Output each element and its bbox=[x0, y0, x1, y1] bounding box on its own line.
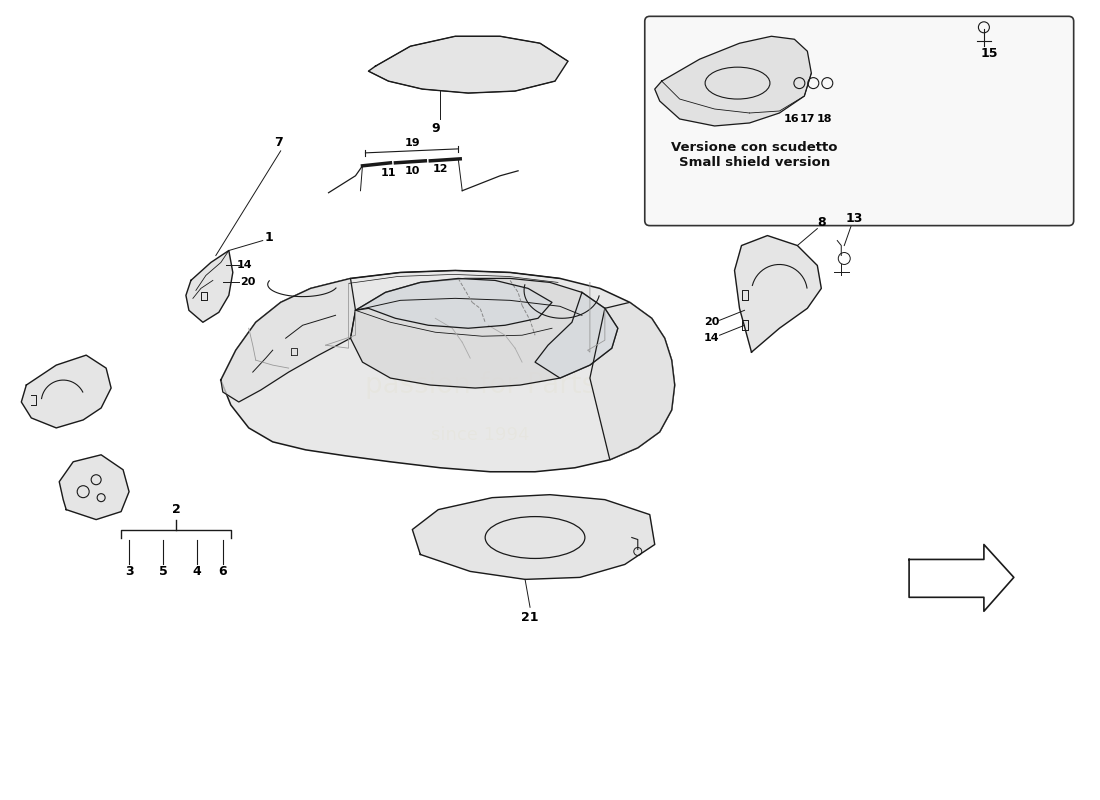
Text: 20: 20 bbox=[704, 318, 719, 327]
FancyBboxPatch shape bbox=[645, 16, 1074, 226]
Text: 9: 9 bbox=[431, 122, 440, 135]
Text: 19: 19 bbox=[405, 138, 420, 148]
Polygon shape bbox=[59, 455, 129, 519]
Text: 15: 15 bbox=[980, 46, 998, 60]
Polygon shape bbox=[590, 302, 674, 460]
Text: 10: 10 bbox=[405, 166, 420, 176]
Text: 16: 16 bbox=[783, 114, 800, 124]
Text: 6: 6 bbox=[219, 565, 227, 578]
Text: 13: 13 bbox=[846, 212, 862, 225]
Text: 14: 14 bbox=[236, 261, 253, 270]
Polygon shape bbox=[535, 292, 618, 378]
Text: since 1994: since 1994 bbox=[431, 426, 529, 444]
Text: 5: 5 bbox=[158, 565, 167, 578]
Polygon shape bbox=[355, 278, 552, 328]
Polygon shape bbox=[368, 36, 568, 93]
Text: 4: 4 bbox=[192, 565, 201, 578]
Text: 8: 8 bbox=[817, 216, 826, 229]
Text: Versione con scudetto
Small shield version: Versione con scudetto Small shield versi… bbox=[671, 141, 838, 169]
Polygon shape bbox=[186, 250, 233, 322]
Polygon shape bbox=[735, 235, 822, 352]
Text: 14: 14 bbox=[704, 334, 719, 343]
Polygon shape bbox=[221, 278, 355, 402]
Polygon shape bbox=[909, 545, 1014, 611]
Polygon shape bbox=[412, 494, 654, 579]
Text: 3: 3 bbox=[124, 565, 133, 578]
Text: 18: 18 bbox=[816, 114, 832, 124]
Text: 2: 2 bbox=[172, 503, 180, 516]
Text: 11: 11 bbox=[381, 168, 396, 178]
Polygon shape bbox=[654, 36, 812, 126]
Text: passion for Parts: passion for Parts bbox=[364, 371, 596, 399]
Text: 12: 12 bbox=[432, 164, 448, 174]
Text: 7: 7 bbox=[274, 136, 283, 150]
Polygon shape bbox=[221, 270, 674, 472]
Text: 20: 20 bbox=[240, 278, 255, 287]
Text: 17: 17 bbox=[800, 114, 815, 124]
Text: 21: 21 bbox=[521, 610, 539, 624]
Polygon shape bbox=[21, 355, 111, 428]
Text: 1: 1 bbox=[264, 231, 273, 244]
Polygon shape bbox=[351, 278, 618, 388]
